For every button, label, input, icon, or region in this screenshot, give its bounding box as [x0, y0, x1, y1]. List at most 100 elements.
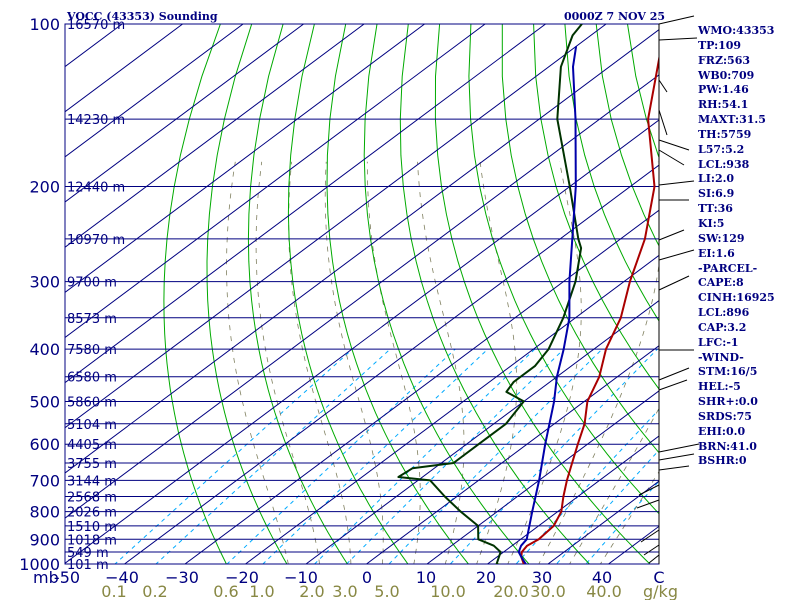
stat-item: CAPE:8: [698, 276, 744, 290]
stats-panel: WMO:43353 TP:109 FRZ:563 WB0:709 PW:1.46 RH:5…: [698, 24, 775, 469]
stat-item: HEL:-5: [698, 380, 741, 394]
wind-barb: [658, 37, 698, 41]
moist-adiabats: [226, 161, 659, 564]
celsius-unit-label: C: [653, 568, 664, 587]
wind-barb: [658, 139, 690, 151]
stat-item: CAP:3.2: [698, 320, 747, 334]
stat-item: WB0:709: [698, 68, 755, 82]
pressure-tick-label: 700: [29, 471, 60, 490]
moist-adiabat-line: [288, 161, 352, 564]
mixing-ratio-label: 5.0: [374, 582, 399, 600]
temperature-tick-label: -50: [54, 568, 80, 587]
stat-item: -WIND-: [698, 350, 744, 364]
stat-item: TP:109: [698, 38, 742, 52]
wind-barb: [658, 15, 695, 25]
temperature-tick-label: −40: [105, 568, 139, 587]
stat-item: SRDS:75: [698, 409, 752, 423]
height-label: 7580 m: [67, 343, 117, 358]
wind-barb: [638, 484, 660, 496]
temperature-tick-label: 20: [476, 568, 496, 587]
height-label: 1510 m: [67, 520, 117, 535]
dry-adiabat-line: [434, 24, 651, 564]
pressure-tick-label: 500: [29, 392, 60, 411]
wind-barb: [658, 453, 695, 461]
dry-adiabats: [163, 24, 659, 564]
isotherm-line: [184, 209, 659, 564]
dry-adiabat-line: [533, 24, 659, 390]
mixing-ratio-label: 10.0: [430, 582, 466, 600]
mixing-ratio-label: 30.0: [530, 582, 566, 600]
stat-item: L57:5.2: [698, 142, 745, 156]
mixing-ratio-label: 20.0: [493, 582, 529, 600]
pressure-tick-label: 200: [29, 178, 60, 197]
mixing-ratio-label: 0.2: [142, 582, 167, 600]
wind-barb: [658, 379, 688, 391]
stat-item: EHI:0.0: [698, 424, 746, 438]
temperature-tick-label: −30: [165, 568, 199, 587]
mixing-ratio-line: [555, 449, 659, 564]
isotherm-line: [65, 24, 244, 158]
isotherm-line: [487, 435, 659, 564]
mixing-ratio-label: 1.0: [249, 582, 274, 600]
stat-item: CINH:16925: [698, 291, 775, 305]
temperature-tick-label: 40: [592, 568, 612, 587]
profile-lines: [397, 24, 659, 564]
moist-adiabat-line: [507, 161, 582, 564]
temperature-tick-label: −10: [284, 568, 318, 587]
dry-adiabat-line: [163, 24, 227, 564]
isotherm-line: [366, 345, 659, 564]
mixing-ratio-line: [114, 348, 353, 564]
isotherm-line: [65, 24, 546, 384]
stat-item: SW:129: [698, 231, 745, 245]
isotherm-line: [305, 299, 659, 564]
isotherm-line: [65, 24, 607, 429]
dry-adiabat-line: [287, 24, 409, 564]
pressure-tick-label: 900: [29, 530, 60, 549]
isotherm-line: [65, 119, 659, 564]
stat-item: LFC:-1: [698, 335, 739, 349]
moist-adiabat-line: [417, 161, 465, 564]
mixing-ratio-line: [449, 348, 658, 564]
stat-item: KI:5: [698, 216, 725, 230]
temperature-tick-label: 30: [532, 568, 552, 587]
stat-item: LCL:938: [698, 157, 750, 171]
stat-item: -PARCEL-: [698, 261, 758, 275]
pressure-tick-label: 600: [29, 435, 60, 454]
height-label: 3755 m: [67, 457, 117, 472]
mixing-ratio-line: [226, 348, 456, 564]
stat-item: WMO:43353: [698, 24, 775, 37]
stat-item: LCL:896: [698, 306, 750, 320]
wind-barb: [658, 443, 700, 453]
dewpoint-profile: [397, 24, 583, 564]
isotherm-line: [124, 164, 659, 564]
isotherm-line: [65, 24, 486, 339]
stat-item: FRZ:563: [698, 53, 751, 67]
wind-barb: [643, 544, 660, 556]
wind-barb: [658, 465, 690, 471]
stat-item: SI:6.9: [698, 187, 735, 201]
height-label: 8573 m: [67, 312, 117, 327]
height-label: 14230 m: [67, 113, 125, 128]
parcel-trace: [517, 46, 578, 564]
wind-barbs: [636, 15, 700, 564]
dry-adiabat-line: [468, 24, 659, 515]
height-label: 6580 m: [67, 371, 117, 386]
moist-adiabat-line: [569, 407, 659, 564]
wind-barb: [658, 79, 668, 93]
height-label: 10970 m: [67, 233, 125, 248]
isotherms: [65, 24, 659, 564]
height-label: 549 m: [67, 546, 109, 561]
height-label: 101 m: [67, 558, 109, 573]
stat-item: BSHR:0: [698, 454, 747, 468]
isotherm-line: [426, 390, 659, 564]
stat-item: PW:1.46: [698, 83, 749, 97]
temperature-tick-label: 0: [362, 568, 372, 587]
wind-barb: [640, 529, 660, 543]
dry-adiabat-line: [326, 24, 470, 564]
moist-adiabat-line: [476, 161, 518, 564]
pressure-tick-label: 300: [29, 273, 60, 292]
stat-item: RH:54.1: [698, 98, 749, 112]
moist-adiabat-line: [538, 161, 659, 564]
mixing-ratio-line: [155, 348, 391, 564]
pressure-tick-label: 1000: [19, 555, 60, 574]
